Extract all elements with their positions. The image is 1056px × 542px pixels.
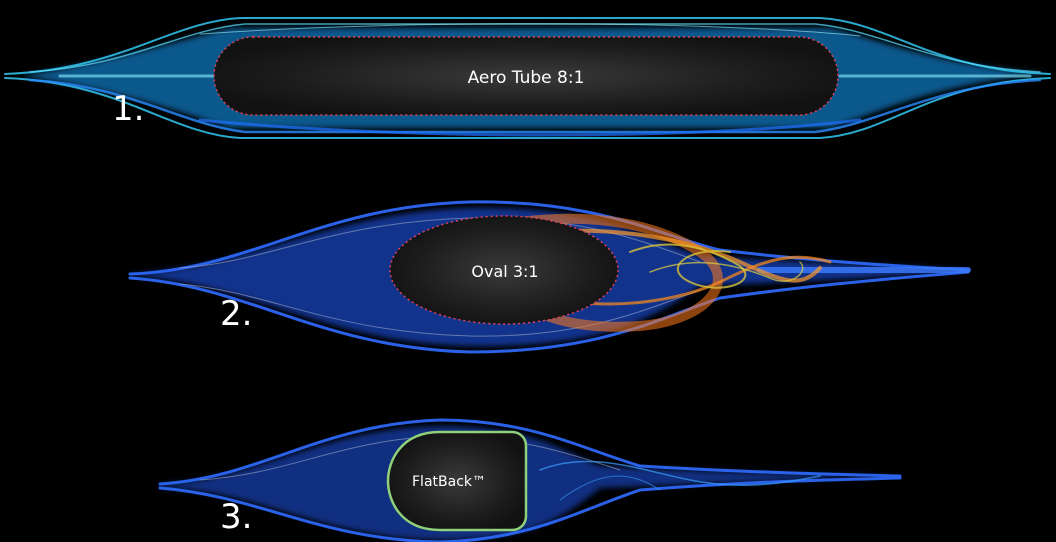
oval-body (389, 215, 619, 325)
flatback-airflow (160, 426, 900, 540)
aero-tube-label: Aero Tube 8:1 (468, 68, 585, 88)
oval-group: Oval 3:1 2. (128, 200, 971, 354)
flatback-body (386, 430, 528, 532)
aero-tube-group: Aero Tube 8:1 1. (4, 17, 1051, 139)
oval-wake (515, 213, 832, 332)
shape-number-3: 3. (220, 497, 252, 537)
aero-tube-streamlines (4, 17, 1051, 139)
oval-streamlines (128, 200, 971, 354)
shape-number-2: 2. (220, 294, 252, 334)
flatback-streamlines (158, 418, 902, 542)
flatback-label: FlatBack™ (412, 474, 486, 490)
aero-tube-body (213, 36, 839, 116)
oval-label: Oval 3:1 (471, 262, 538, 281)
shape-number-1: 1. (112, 89, 144, 129)
flatback-group: FlatBack™ 3. (158, 418, 902, 542)
